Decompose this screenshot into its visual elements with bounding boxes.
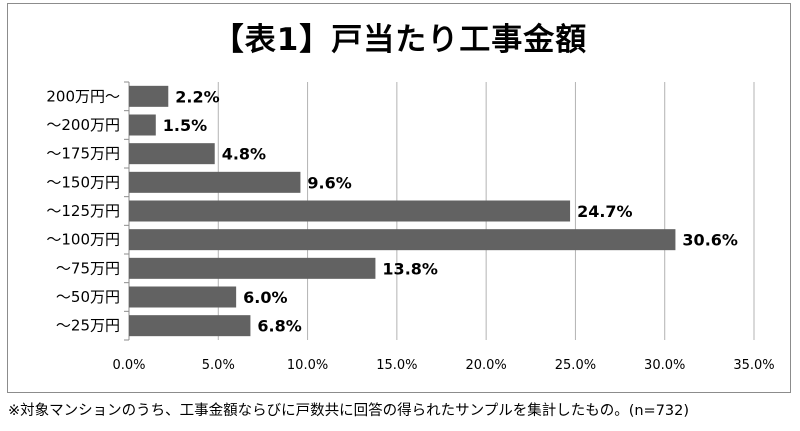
data-label: 6.8%: [257, 317, 301, 336]
x-tick-label: 20.0%: [465, 358, 506, 373]
data-label: 9.6%: [307, 173, 351, 192]
category-label: 〜200万円: [46, 116, 120, 134]
bar: [129, 85, 169, 107]
data-label: 6.0%: [243, 288, 287, 307]
data-label: 24.7%: [577, 202, 633, 221]
bar: [129, 315, 251, 337]
category-label: 〜50万円: [56, 288, 120, 306]
bar: [129, 200, 571, 222]
bar: [129, 114, 156, 136]
x-tick-label: 5.0%: [202, 358, 235, 373]
category-label: 〜75万円: [56, 259, 120, 277]
bar: [129, 143, 215, 165]
bar-chart: 200万円〜 2.2% 〜200万円 1.5% 〜175万円 4.8% 〜150万円 9.6%…: [46, 81, 775, 373]
data-label: 30.6%: [682, 231, 738, 250]
x-tick-label: 15.0%: [376, 358, 417, 373]
bar: [129, 171, 301, 193]
data-label: 4.8%: [222, 145, 266, 164]
category-label: 〜100万円: [46, 231, 120, 249]
data-label: 13.8%: [382, 259, 438, 278]
x-tick-label: 35.0%: [733, 358, 774, 373]
category-label: 〜175万円: [46, 145, 120, 163]
x-tick-label: 0.0%: [112, 358, 145, 373]
chart-title: 【表1】戸当たり工事金額: [212, 22, 588, 58]
data-label: 2.2%: [175, 87, 219, 106]
category-label: 200万円〜: [46, 87, 120, 105]
category-label: 〜25万円: [56, 317, 120, 335]
category-label: 〜125万円: [46, 202, 120, 220]
data-label: 1.5%: [163, 116, 207, 135]
x-tick-label: 25.0%: [555, 358, 596, 373]
x-tick-label: 10.0%: [287, 358, 328, 373]
bar: [129, 286, 237, 308]
footnote: ※対象マンションのうち、工事金額ならびに戸数共に回答の得られたサンプルを集計した…: [8, 403, 690, 419]
x-tick-label: 30.0%: [644, 358, 685, 373]
bar: [129, 229, 676, 251]
bar: [129, 257, 376, 279]
category-label: 〜150万円: [46, 173, 120, 191]
